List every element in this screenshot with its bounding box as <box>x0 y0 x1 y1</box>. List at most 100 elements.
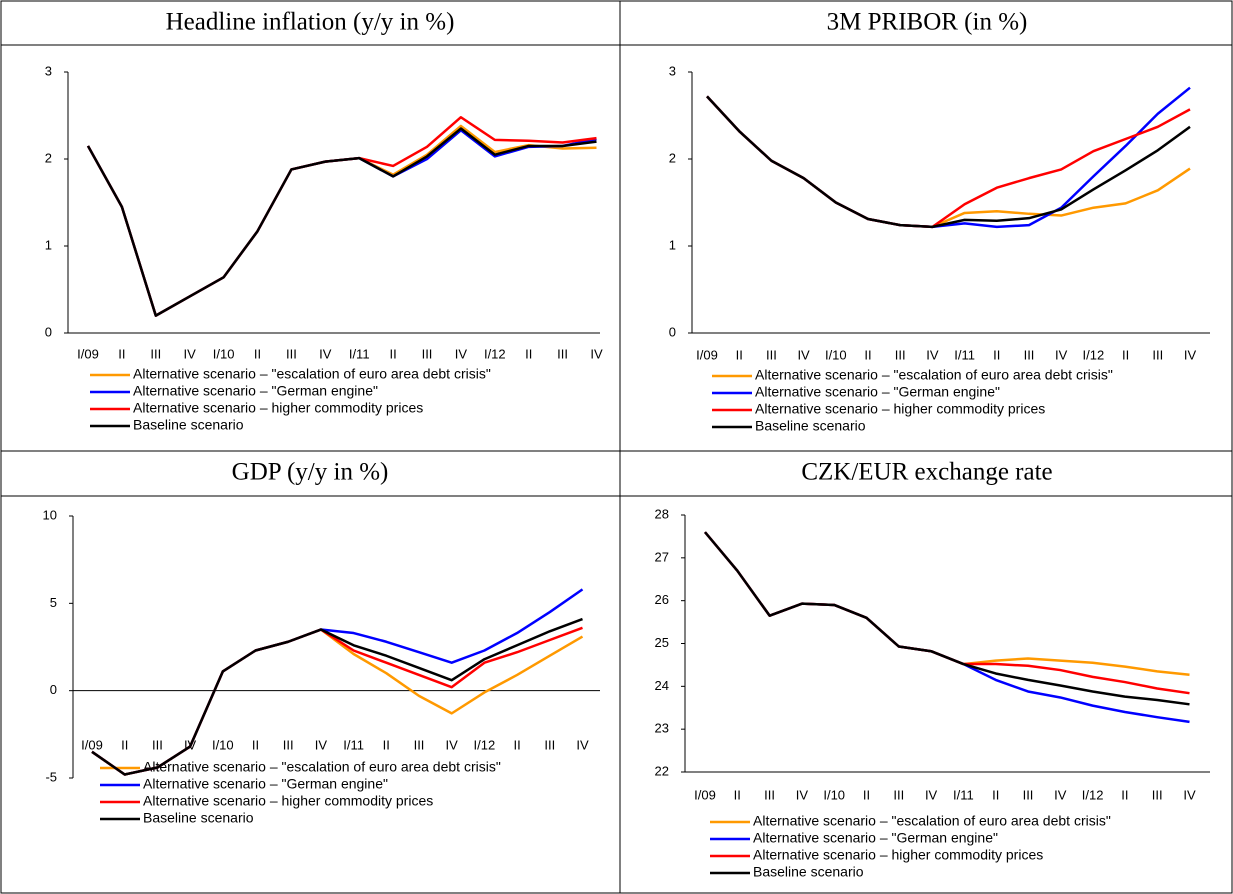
x-tick-label: IV <box>446 737 459 752</box>
series-line <box>86 127 597 317</box>
legend-label: Alternative scenario – "German engine" <box>753 830 998 846</box>
x-tick-label: III <box>414 737 425 752</box>
series-line <box>704 531 1190 677</box>
series-line <box>704 531 1190 724</box>
x-tick-label: II <box>734 787 741 802</box>
legend-label: Alternative scenario – "German engine" <box>133 383 378 399</box>
legend-label: Alternative scenario – "escalation of eu… <box>753 813 1111 829</box>
x-tick-label: II <box>525 346 532 361</box>
x-tick-label: II <box>383 737 390 752</box>
x-tick-label: I/10 <box>823 787 845 802</box>
x-tick-label: II <box>513 737 520 752</box>
x-tick-label: III <box>1024 347 1035 362</box>
chart-title: 3M PRIBOR (in %) <box>827 9 1028 36</box>
x-tick-label: IV <box>315 737 328 752</box>
series-line <box>91 588 584 776</box>
x-tick-label: III <box>557 346 568 361</box>
x-tick-label: III <box>1152 347 1163 362</box>
legend-label: Baseline scenario <box>753 864 864 880</box>
y-tick-label: 28 <box>655 506 669 521</box>
y-tick-label: 10 <box>43 507 57 522</box>
legend-label: Alternative scenario – "escalation of eu… <box>143 759 501 775</box>
x-tick-label: I/11 <box>954 347 975 362</box>
legend-label: Alternative scenario – higher commodity … <box>753 847 1043 863</box>
x-tick-label: I/10 <box>825 347 847 362</box>
x-tick-label: I/09 <box>77 346 99 361</box>
legend-label: Alternative scenario – "German engine" <box>755 384 1000 400</box>
x-tick-label: IV <box>925 787 938 802</box>
chart-title: CZK/EUR exchange rate <box>801 459 1052 486</box>
legend-label: Alternative scenario – "escalation of eu… <box>755 367 1113 383</box>
x-tick-label: II <box>992 787 999 802</box>
x-tick-label: III <box>764 787 775 802</box>
x-tick-label: I/11 <box>953 787 974 802</box>
x-tick-label: III <box>152 737 163 752</box>
series-line <box>86 124 597 317</box>
y-tick-label: 1 <box>669 237 676 252</box>
x-tick-label: II <box>1121 787 1128 802</box>
x-tick-label: IV <box>1055 347 1068 362</box>
legend-label: Baseline scenario <box>143 810 254 826</box>
y-tick-label: 22 <box>655 763 669 778</box>
x-tick-label: II <box>863 787 870 802</box>
series-line <box>706 86 1191 229</box>
x-tick-label: IV <box>576 737 589 752</box>
x-tick-label: II <box>1122 347 1129 362</box>
series-line <box>91 617 583 776</box>
x-tick-label: II <box>252 737 259 752</box>
x-tick-label: I/10 <box>213 346 235 361</box>
y-tick-label: 0 <box>50 682 57 697</box>
chart-title: GDP (y/y in %) <box>232 459 389 486</box>
x-tick-label: III <box>1152 787 1163 802</box>
x-tick-label: I/12 <box>1083 347 1105 362</box>
x-tick-label: I/12 <box>1082 787 1104 802</box>
y-tick-label: 26 <box>655 592 669 607</box>
x-tick-label: I/10 <box>212 737 234 752</box>
x-tick-label: III <box>893 787 904 802</box>
y-tick-label: 3 <box>45 63 52 78</box>
x-tick-label: IV <box>797 347 810 362</box>
x-tick-label: II <box>121 737 128 752</box>
x-tick-label: I/12 <box>484 346 506 361</box>
x-tick-label: II <box>389 346 396 361</box>
y-tick-label: 3 <box>669 63 676 78</box>
y-tick-label: 0 <box>45 324 52 339</box>
x-tick-label: IV <box>1184 347 1197 362</box>
legend-label: Alternative scenario – higher commodity … <box>143 793 433 809</box>
x-tick-label: IV <box>1183 787 1196 802</box>
x-tick-label: III <box>286 346 297 361</box>
x-tick-label: IV <box>1054 787 1067 802</box>
y-tick-label: 5 <box>50 595 57 610</box>
x-tick-label: I/11 <box>343 737 364 752</box>
legend-label: Alternative scenario – higher commodity … <box>755 401 1045 417</box>
x-tick-label: III <box>1023 787 1034 802</box>
x-tick-label: II <box>864 347 871 362</box>
x-tick-label: II <box>993 347 1000 362</box>
x-tick-label: I/09 <box>81 737 103 752</box>
y-tick-label: -5 <box>45 769 57 784</box>
series-line <box>706 95 1191 229</box>
legend-label: Alternative scenario – "escalation of eu… <box>133 366 491 382</box>
x-tick-label: III <box>422 346 433 361</box>
x-tick-label: I/09 <box>694 787 716 802</box>
x-tick-label: IV <box>455 346 468 361</box>
chart-title: Headline inflation (y/y in %) <box>166 9 455 36</box>
y-tick-label: 0 <box>669 324 676 339</box>
x-tick-label: III <box>766 347 777 362</box>
x-tick-label: I/12 <box>474 737 496 752</box>
x-tick-label: IV <box>926 347 939 362</box>
y-tick-label: 27 <box>655 549 669 564</box>
y-tick-label: 23 <box>655 721 669 736</box>
x-tick-label: I/11 <box>349 346 370 361</box>
x-tick-label: III <box>544 737 555 752</box>
x-tick-label: I/09 <box>696 347 718 362</box>
series-line <box>704 531 1190 706</box>
legend-label: Baseline scenario <box>755 418 866 434</box>
series-line <box>86 129 597 317</box>
legend-label: Alternative scenario – "German engine" <box>143 776 388 792</box>
x-tick-label: III <box>150 346 161 361</box>
legend-label: Alternative scenario – higher commodity … <box>133 400 423 416</box>
series-line <box>91 628 584 776</box>
